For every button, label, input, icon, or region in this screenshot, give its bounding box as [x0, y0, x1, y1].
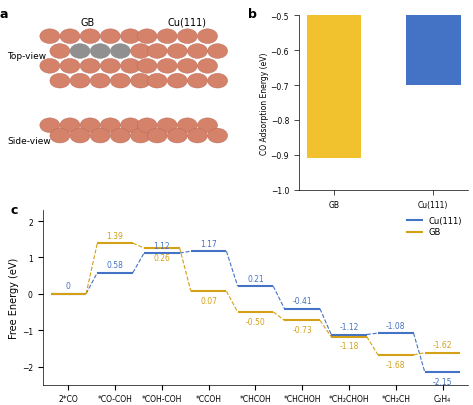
Circle shape	[60, 30, 80, 45]
Text: -2.15: -2.15	[433, 377, 452, 386]
Text: -1.62: -1.62	[433, 341, 452, 350]
Text: Top-view: Top-view	[7, 52, 46, 61]
Text: Cu(111): Cu(111)	[168, 18, 207, 28]
Circle shape	[80, 60, 100, 74]
Circle shape	[50, 74, 70, 89]
Circle shape	[157, 119, 177, 133]
Circle shape	[121, 60, 140, 74]
Y-axis label: CO Adsorption Energy (eV): CO Adsorption Energy (eV)	[260, 52, 269, 154]
Circle shape	[187, 45, 207, 59]
Circle shape	[131, 74, 150, 89]
Circle shape	[167, 129, 187, 144]
Circle shape	[177, 30, 197, 45]
Circle shape	[198, 119, 218, 133]
Circle shape	[80, 119, 100, 133]
Text: 1.17: 1.17	[200, 239, 217, 248]
Circle shape	[110, 129, 131, 144]
Circle shape	[110, 45, 131, 59]
Text: 0.07: 0.07	[200, 296, 217, 305]
Text: b: b	[248, 7, 257, 21]
Bar	[307, 0, 361, 159]
Text: -0.73: -0.73	[292, 325, 312, 334]
Circle shape	[100, 30, 120, 45]
Circle shape	[137, 119, 157, 133]
Circle shape	[198, 30, 218, 45]
Circle shape	[157, 60, 177, 74]
Circle shape	[40, 60, 60, 74]
Circle shape	[131, 45, 150, 59]
Circle shape	[100, 60, 120, 74]
Circle shape	[90, 129, 110, 144]
Text: 1.39: 1.39	[106, 231, 123, 240]
Circle shape	[40, 30, 60, 45]
Circle shape	[121, 119, 140, 133]
Circle shape	[208, 129, 228, 144]
Circle shape	[198, 60, 218, 74]
Circle shape	[147, 129, 167, 144]
Text: a: a	[0, 7, 9, 21]
Circle shape	[157, 30, 177, 45]
Circle shape	[131, 129, 150, 144]
Circle shape	[100, 119, 120, 133]
Circle shape	[90, 45, 110, 59]
Circle shape	[110, 74, 131, 89]
Circle shape	[40, 119, 60, 133]
Circle shape	[177, 60, 197, 74]
Text: -1.68: -1.68	[386, 360, 405, 369]
Circle shape	[167, 74, 187, 89]
Text: GB: GB	[80, 18, 95, 28]
Circle shape	[80, 30, 100, 45]
Circle shape	[60, 119, 80, 133]
Legend: Cu(111), GB: Cu(111), GB	[406, 215, 464, 239]
Circle shape	[208, 74, 228, 89]
Circle shape	[137, 30, 157, 45]
Y-axis label: Free Energy (eV): Free Energy (eV)	[9, 257, 19, 338]
Text: c: c	[10, 204, 18, 217]
Circle shape	[70, 74, 90, 89]
Circle shape	[90, 74, 110, 89]
Circle shape	[50, 45, 70, 59]
Text: 0.58: 0.58	[106, 261, 123, 270]
Bar	[406, 0, 461, 86]
Circle shape	[121, 30, 140, 45]
Text: -0.50: -0.50	[245, 317, 265, 326]
Text: -1.18: -1.18	[339, 341, 359, 351]
Text: 0.21: 0.21	[247, 274, 264, 283]
Circle shape	[70, 45, 90, 59]
Circle shape	[177, 119, 197, 133]
Text: -0.41: -0.41	[292, 297, 312, 306]
Circle shape	[137, 60, 157, 74]
Text: Side-view: Side-view	[7, 137, 51, 146]
Circle shape	[187, 129, 207, 144]
Circle shape	[147, 74, 167, 89]
Text: -1.08: -1.08	[386, 321, 405, 330]
Circle shape	[208, 45, 228, 59]
Circle shape	[167, 45, 187, 59]
Circle shape	[187, 74, 207, 89]
Text: -1.12: -1.12	[339, 322, 359, 331]
Circle shape	[60, 60, 80, 74]
Text: 0.26: 0.26	[153, 253, 170, 262]
Text: 1.12: 1.12	[154, 241, 170, 250]
Circle shape	[50, 129, 70, 144]
Circle shape	[147, 45, 167, 59]
Text: 0: 0	[66, 282, 71, 291]
Circle shape	[70, 129, 90, 144]
